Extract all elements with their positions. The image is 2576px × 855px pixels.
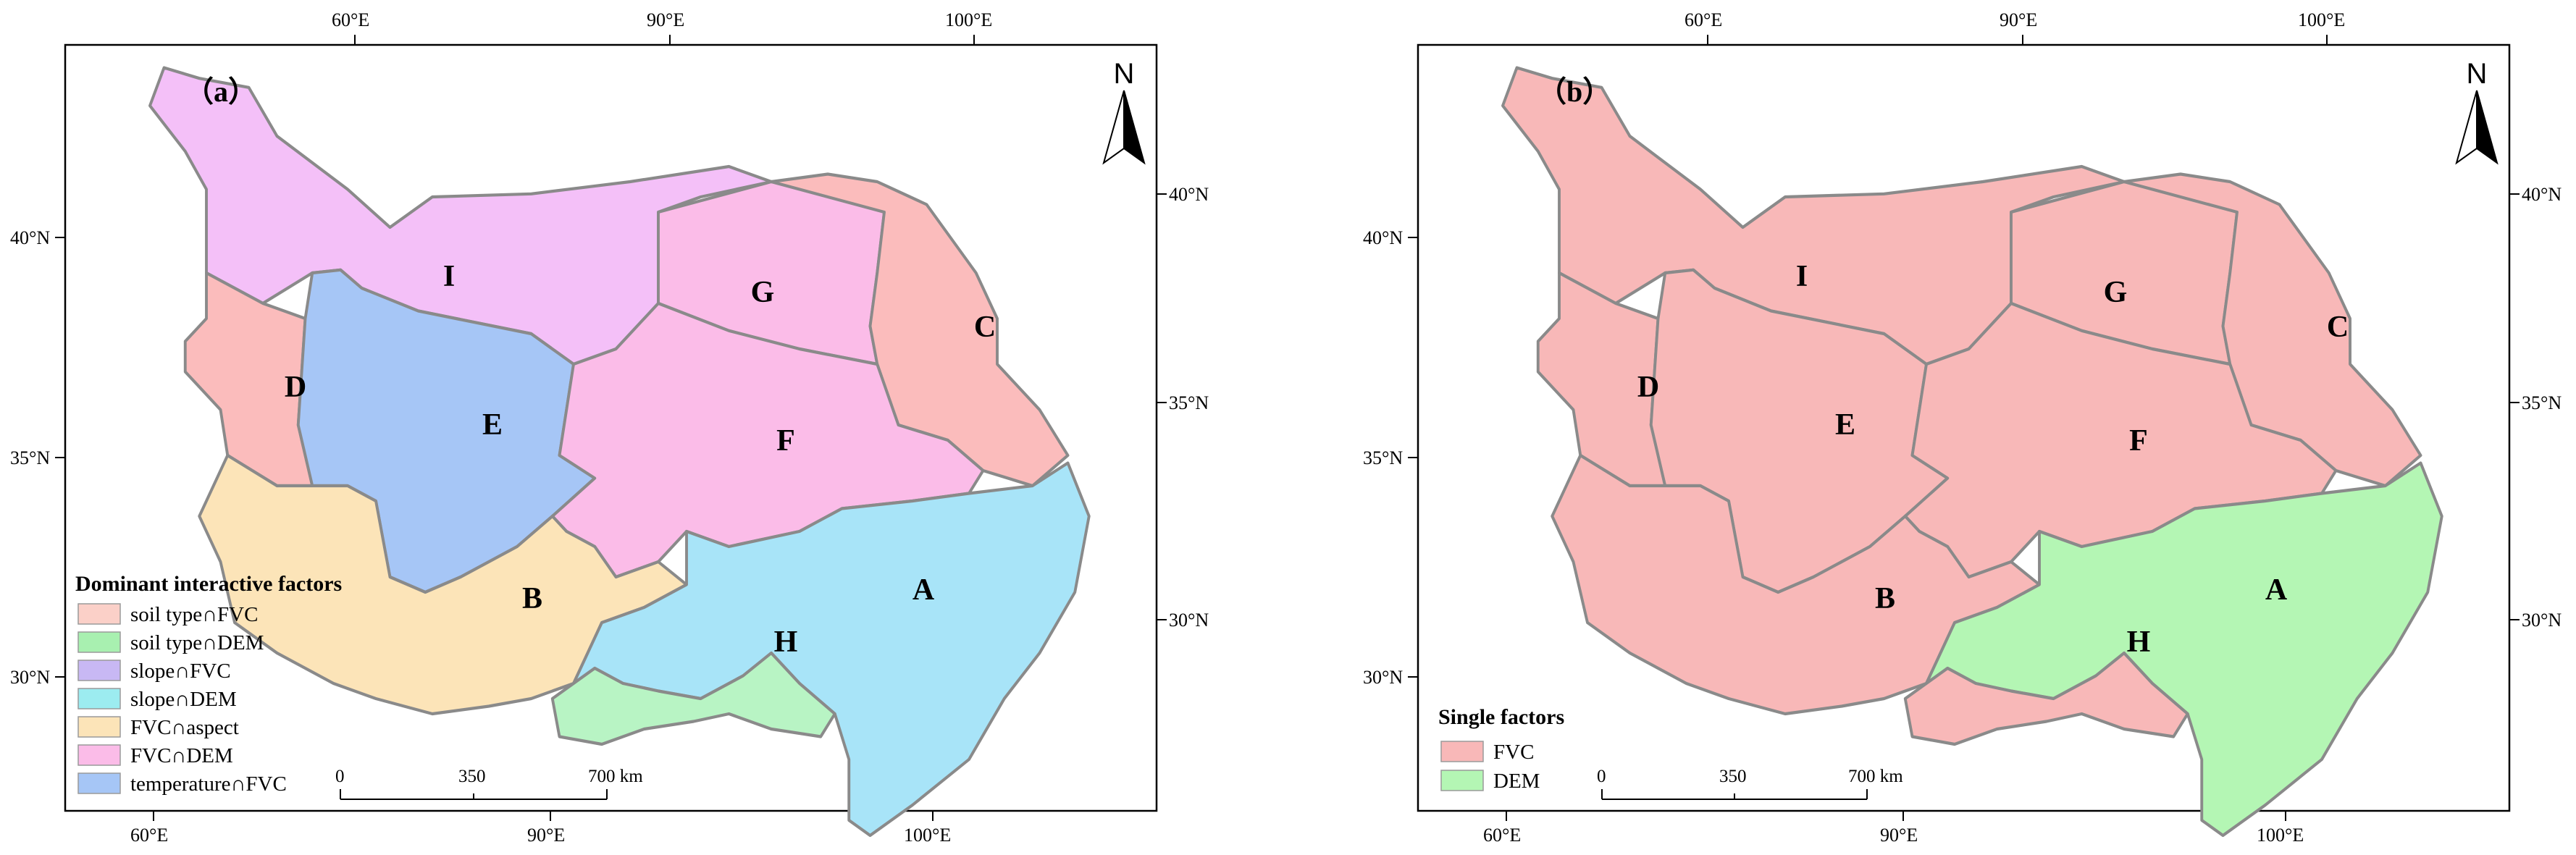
scale-bar: 0 350 700 km bbox=[1597, 767, 1903, 800]
region-label-G: G bbox=[751, 276, 775, 309]
bottom-tick-label: 90°E bbox=[1880, 825, 1918, 846]
right-tick-label: 30°N bbox=[1169, 610, 1209, 631]
region-label-G: G bbox=[2104, 276, 2128, 309]
left-ticks: 40°N 35°N 30°N bbox=[1363, 227, 1418, 688]
scale-label: 350 bbox=[458, 767, 486, 786]
region-label-E: E bbox=[1835, 408, 1855, 442]
bottom-ticks: 60°E 90°E 100°E bbox=[1483, 811, 2304, 846]
bottom-ticks: 60°E 90°E 100°E bbox=[130, 811, 951, 846]
legend-swatch bbox=[77, 603, 121, 625]
region-label-C: C bbox=[974, 311, 996, 344]
legend-item-label: FVC∩aspect bbox=[130, 716, 239, 739]
legend: Dominant interactive factors soil type∩F… bbox=[75, 572, 342, 796]
top-tick-label: 60°E bbox=[1685, 9, 1722, 30]
top-tick-label: 100°E bbox=[945, 9, 992, 30]
legend-item-label: soil type∩DEM bbox=[130, 631, 264, 654]
panel-tag: （a） bbox=[185, 75, 257, 108]
top-ticks: 60°E 90°E 100°E bbox=[1685, 9, 2345, 45]
legend-swatch bbox=[77, 688, 121, 709]
right-ticks: 40°N 35°N 30°N bbox=[1157, 184, 1209, 631]
top-ticks: 60°E 90°E 100°E bbox=[332, 9, 992, 45]
scale-label: 700 km bbox=[588, 767, 643, 786]
svg-text:N: N bbox=[1114, 58, 1135, 90]
right-ticks: 40°N 35°N 30°N bbox=[2509, 184, 2562, 631]
region-label-F: F bbox=[776, 424, 795, 458]
legend-item-label: slope∩DEM bbox=[130, 688, 237, 711]
region-label-F: F bbox=[2129, 424, 2148, 458]
left-ticks: 40°N 35°N 30°N bbox=[10, 227, 65, 688]
legend: Single factors FVC DEM bbox=[1438, 705, 1564, 793]
svg-text:N: N bbox=[2467, 58, 2488, 90]
legend-item-label: FVC∩DEM bbox=[130, 744, 233, 767]
legend-swatch bbox=[77, 660, 121, 681]
region-label-A: A bbox=[912, 573, 935, 607]
north-arrow: N bbox=[1102, 58, 1146, 165]
bottom-tick-label: 90°E bbox=[527, 825, 565, 846]
right-tick-label: 35°N bbox=[1169, 392, 1209, 413]
region-label-D: D bbox=[1637, 371, 1659, 404]
right-tick-label: 30°N bbox=[2522, 610, 2562, 631]
north-arrow: N bbox=[2455, 58, 2499, 165]
scale-label: 350 bbox=[1719, 767, 1747, 786]
region-label-D: D bbox=[285, 371, 306, 404]
scale-bar: 0 350 700 km bbox=[335, 767, 643, 800]
panel-a: A B C D E F G H I （a） N 60°E 90°E 100°E bbox=[10, 9, 1209, 846]
left-tick-label: 40°N bbox=[10, 227, 50, 248]
left-tick-label: 30°N bbox=[10, 667, 50, 688]
legend-item-label: DEM bbox=[1493, 770, 1540, 793]
top-tick-label: 60°E bbox=[332, 9, 369, 30]
region-label-E: E bbox=[482, 408, 503, 442]
legend-swatch bbox=[77, 744, 121, 766]
panel-tag: （b） bbox=[1537, 75, 1611, 108]
legend-swatch bbox=[77, 772, 121, 794]
top-tick-label: 90°E bbox=[647, 9, 684, 30]
bottom-tick-label: 60°E bbox=[130, 825, 168, 846]
top-tick-label: 90°E bbox=[2000, 9, 2037, 30]
region-label-I: I bbox=[443, 260, 455, 293]
scale-label: 700 km bbox=[1848, 767, 1903, 786]
top-tick-label: 100°E bbox=[2298, 9, 2345, 30]
left-tick-label: 35°N bbox=[10, 447, 50, 468]
region-label-I: I bbox=[1796, 260, 1808, 293]
right-tick-label: 40°N bbox=[1169, 184, 1209, 205]
legend-swatch bbox=[1440, 741, 1484, 762]
legend-title: Dominant interactive factors bbox=[75, 572, 342, 596]
legend-item-label: temperature∩FVC bbox=[130, 772, 287, 796]
bottom-tick-label: 100°E bbox=[904, 825, 951, 846]
right-tick-label: 40°N bbox=[2522, 184, 2562, 205]
scale-label: 0 bbox=[335, 767, 345, 786]
region-label-H: H bbox=[2127, 626, 2151, 659]
legend-swatch bbox=[77, 716, 121, 738]
bottom-tick-label: 100°E bbox=[2257, 825, 2304, 846]
legend-item-label: slope∩FVC bbox=[130, 660, 231, 683]
left-tick-label: 40°N bbox=[1363, 227, 1403, 248]
right-tick-label: 35°N bbox=[2522, 392, 2562, 413]
legend-item-label: FVC bbox=[1493, 741, 1534, 764]
bottom-tick-label: 60°E bbox=[1483, 825, 1521, 846]
left-tick-label: 35°N bbox=[1363, 447, 1403, 468]
region-label-C: C bbox=[2327, 311, 2349, 344]
legend-swatch bbox=[1440, 770, 1484, 791]
region-label-B: B bbox=[522, 582, 542, 615]
region-label-B: B bbox=[1875, 582, 1895, 615]
legend-title: Single factors bbox=[1438, 705, 1564, 729]
region-label-H: H bbox=[774, 626, 798, 659]
legend-swatch bbox=[77, 631, 121, 653]
legend-item-label: soil type∩FVC bbox=[130, 603, 258, 626]
left-tick-label: 30°N bbox=[1363, 667, 1403, 688]
region-label-A: A bbox=[2265, 573, 2288, 607]
scale-label: 0 bbox=[1597, 767, 1606, 786]
panel-b: A B C D E F G H I （b） N 60°E 90°E 100°E … bbox=[1363, 9, 2562, 846]
